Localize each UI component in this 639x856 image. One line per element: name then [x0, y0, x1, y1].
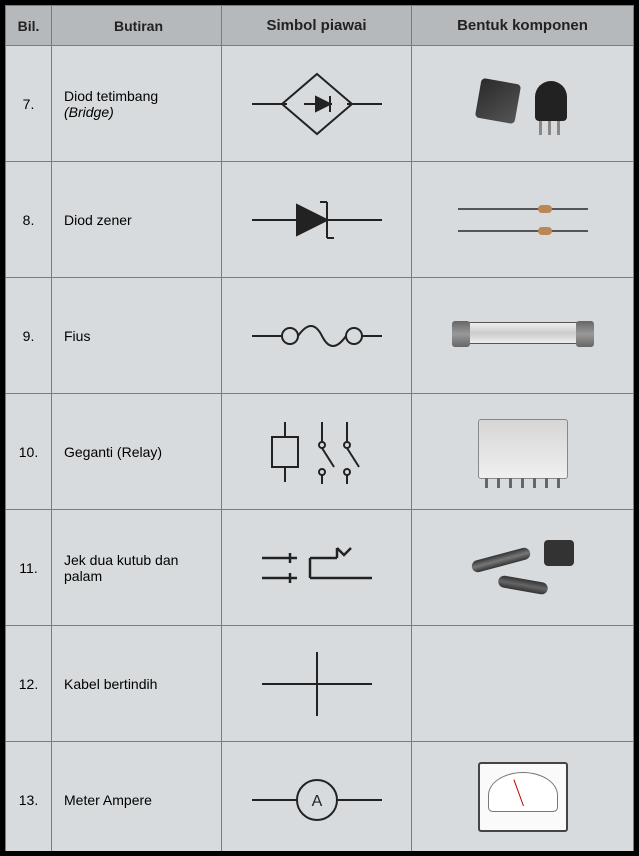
relay-symbol-icon — [242, 412, 392, 492]
table-row: 7. Diod tetimbang (Bridge) — [6, 46, 634, 162]
row-name: Meter Ampere — [52, 742, 222, 856]
row-sub: (Bridge) — [64, 104, 114, 120]
symbol-cell: A — [222, 742, 412, 856]
component-cell — [412, 394, 634, 510]
relay-component-icon — [478, 419, 568, 479]
component-cell — [412, 510, 634, 626]
header-simbol: Simbol piawai — [222, 6, 412, 46]
fuse-symbol-icon — [242, 306, 392, 366]
bridge-symbol-icon — [242, 64, 392, 144]
jack-icon — [497, 574, 548, 595]
symbol-cell — [222, 162, 412, 278]
component-cell — [412, 742, 634, 856]
jack-icon — [471, 546, 532, 573]
ammeter-component-icon — [478, 762, 568, 832]
table-row: 12. Kabel bertindih — [6, 626, 634, 742]
symbol-cell — [222, 278, 412, 394]
row-name: Kabel bertindih — [52, 626, 222, 742]
row-name: Geganti (Relay) — [52, 394, 222, 510]
table-row: 10. Geganti (Relay) — [6, 394, 634, 510]
component-cell — [412, 278, 634, 394]
table-row: 8. Diod zener — [6, 162, 634, 278]
transistor-icon — [535, 81, 567, 121]
component-cell — [412, 46, 634, 162]
header-bentuk: Bentuk komponen — [412, 6, 634, 46]
symbol-cell — [222, 46, 412, 162]
symbol-cell — [222, 510, 412, 626]
row-name: Diod tetimbang — [64, 88, 158, 104]
table-row: 13. Meter Ampere A — [6, 742, 634, 856]
fuse-component-icon — [453, 322, 593, 344]
header-bil: Bil. — [6, 6, 52, 46]
zener-symbol-icon — [242, 190, 392, 250]
header-butiran: Butiran — [52, 6, 222, 46]
row-name: Diod zener — [52, 162, 222, 278]
symbol-cell — [222, 394, 412, 510]
header-row: Bil. Butiran Simbol piawai Bentuk kompon… — [6, 6, 634, 46]
row-number: 13. — [6, 742, 52, 856]
row-name-cell: Diod tetimbang (Bridge) — [52, 46, 222, 162]
table-row: 11. Jek dua kutub dan palam — [6, 510, 634, 626]
component-cell — [412, 626, 634, 742]
zener-diode-icon — [458, 208, 588, 210]
symbol-cell — [222, 626, 412, 742]
row-number: 11. — [6, 510, 52, 626]
components-table: Bil. Butiran Simbol piawai Bentuk kompon… — [5, 5, 634, 856]
crossing-wires-symbol-icon — [242, 644, 392, 724]
row-number: 12. — [6, 626, 52, 742]
row-name: Jek dua kutub dan palam — [52, 510, 222, 626]
page: Bil. Butiran Simbol piawai Bentuk kompon… — [0, 0, 639, 856]
bridge-rectifier-icon — [475, 78, 521, 124]
row-name: Fius — [52, 278, 222, 394]
row-number: 9. — [6, 278, 52, 394]
ammeter-symbol-icon: A — [242, 770, 392, 830]
jack-symbol-icon — [242, 533, 392, 603]
row-number: 10. — [6, 394, 52, 510]
component-cell — [412, 162, 634, 278]
row-number: 7. — [6, 46, 52, 162]
ammeter-label: A — [311, 793, 322, 810]
plug-icon — [544, 540, 574, 566]
table-row: 9. Fius — [6, 278, 634, 394]
row-number: 8. — [6, 162, 52, 278]
zener-diode-icon — [458, 230, 588, 232]
